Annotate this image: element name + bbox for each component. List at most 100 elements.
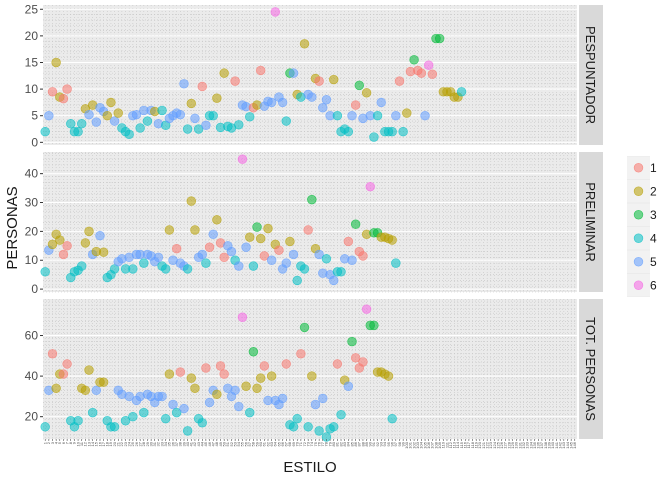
x-axis-title: ESTILO (283, 459, 336, 476)
data-point-group-5 (343, 381, 354, 391)
x-tick-label: 128 (506, 441, 511, 448)
x-tick-label: 119 (473, 441, 478, 448)
plot-panels: 0510152025PESPUNTADOR010203040PRELIMINAR… (25, 2, 603, 449)
x-tick-label: 55 (240, 441, 245, 446)
data-point-group-2 (102, 111, 112, 121)
data-point-group-5 (288, 249, 299, 260)
x-tick-label: 10 (75, 441, 80, 446)
legend-label-4: 4 (650, 231, 657, 245)
data-point-group-4 (299, 264, 310, 274)
data-point-group-4 (329, 422, 339, 432)
x-tick-label: 103 (415, 441, 420, 448)
legend-label-1: 1 (650, 161, 657, 175)
x-tick-label: 58 (251, 441, 256, 446)
data-point-group-2 (80, 385, 91, 396)
data-point-group-6 (237, 154, 248, 164)
data-point-group-5 (376, 97, 386, 108)
data-point-group-1 (350, 100, 361, 110)
x-tick-label: 38 (178, 441, 183, 446)
data-point-group-2 (98, 247, 109, 257)
y-tick-label: 40 (25, 167, 39, 181)
x-tick-label: 60 (258, 441, 263, 446)
x-tick-label: 98 (397, 441, 402, 446)
data-point-group-5 (347, 111, 357, 121)
data-point-group-3 (409, 55, 419, 65)
data-point-group-2 (212, 215, 222, 225)
data-point-group-4 (142, 116, 153, 126)
data-point-group-1 (394, 76, 405, 86)
data-point-group-5 (91, 117, 102, 127)
data-point-group-2 (263, 223, 273, 234)
x-tick-label: 134 (528, 441, 533, 448)
x-tick-label: 135 (532, 441, 537, 448)
data-point-group-1 (350, 353, 361, 363)
x-tick-label: 17 (101, 441, 106, 446)
x-tick-label: 68 (287, 441, 292, 446)
facet-strip-label: PESPUNTADOR (583, 26, 598, 124)
data-point-group-3 (434, 33, 445, 44)
data-point-group-4 (66, 119, 76, 129)
data-point-group-3 (369, 320, 379, 331)
x-tick-label: 23 (123, 441, 128, 446)
x-tick-label: 144 (565, 441, 570, 448)
legend-label-5: 5 (650, 255, 657, 269)
x-tick-label: 50 (221, 441, 226, 446)
data-point-group-5 (420, 111, 430, 121)
data-point-group-4 (336, 267, 346, 277)
x-tick-label: 124 (492, 441, 497, 448)
x-tick-label: 102 (411, 441, 416, 448)
x-tick-label: 25 (130, 441, 135, 446)
data-point-group-5 (91, 385, 102, 396)
data-point-group-4 (40, 267, 50, 277)
data-point-group-5 (175, 109, 186, 120)
x-tick-label: 100 (404, 441, 409, 448)
x-tick-label: 85 (349, 441, 354, 446)
data-point-group-2 (285, 236, 295, 247)
data-point-group-4 (391, 258, 401, 268)
data-point-group-4 (369, 132, 379, 142)
data-point-group-4 (128, 264, 138, 274)
data-point-group-4 (234, 120, 244, 130)
data-point-group-1 (197, 81, 207, 92)
y-axis-title: PERSONAS (4, 186, 21, 269)
data-point-group-5 (241, 242, 251, 252)
data-point-group-1 (296, 349, 306, 359)
data-point-group-5 (234, 261, 244, 271)
data-point-group-5 (314, 249, 324, 260)
data-point-group-2 (186, 196, 196, 206)
data-point-group-2 (55, 235, 65, 245)
x-tick-label: 29 (145, 441, 150, 446)
data-point-group-5 (226, 246, 237, 257)
data-point-group-2 (402, 108, 412, 118)
data-point-group-2 (212, 93, 222, 103)
x-tick-label: 69 (291, 441, 296, 446)
x-tick-label: 96 (389, 441, 394, 446)
data-point-group-2 (383, 371, 394, 381)
x-tick-label: 87 (357, 441, 362, 446)
y-tick-label: 5 (31, 109, 38, 123)
data-point-group-4 (245, 407, 255, 418)
x-tick-label: 121 (481, 441, 486, 448)
x-tick-label: 101 (408, 441, 413, 448)
data-point-group-1 (303, 225, 313, 235)
x-tick-label: 84 (346, 441, 351, 446)
x-tick-label: 59 (254, 441, 259, 446)
x-tick-label: 1 (42, 441, 47, 444)
data-point-group-3 (354, 80, 365, 91)
data-point-group-3 (299, 322, 310, 333)
data-point-group-4 (387, 414, 397, 424)
x-tick-label: 95 (386, 441, 391, 446)
x-tick-label: 125 (495, 441, 500, 448)
x-tick-label: 146 (572, 441, 577, 448)
x-tick-label: 143 (561, 441, 566, 448)
data-point-group-5 (347, 255, 357, 265)
data-point-group-4 (182, 124, 193, 134)
x-tick-label: 104 (419, 441, 424, 448)
data-point-group-5 (266, 255, 277, 265)
x-tick-label: 2 (46, 441, 51, 444)
data-point-group-4 (124, 129, 134, 140)
data-point-group-5 (329, 275, 339, 286)
data-point-group-4 (139, 407, 149, 418)
panel-1: 0 5 10 15 20 25 PESPUNTADOR (25, 2, 603, 149)
x-tick-label: 70 (295, 441, 300, 446)
